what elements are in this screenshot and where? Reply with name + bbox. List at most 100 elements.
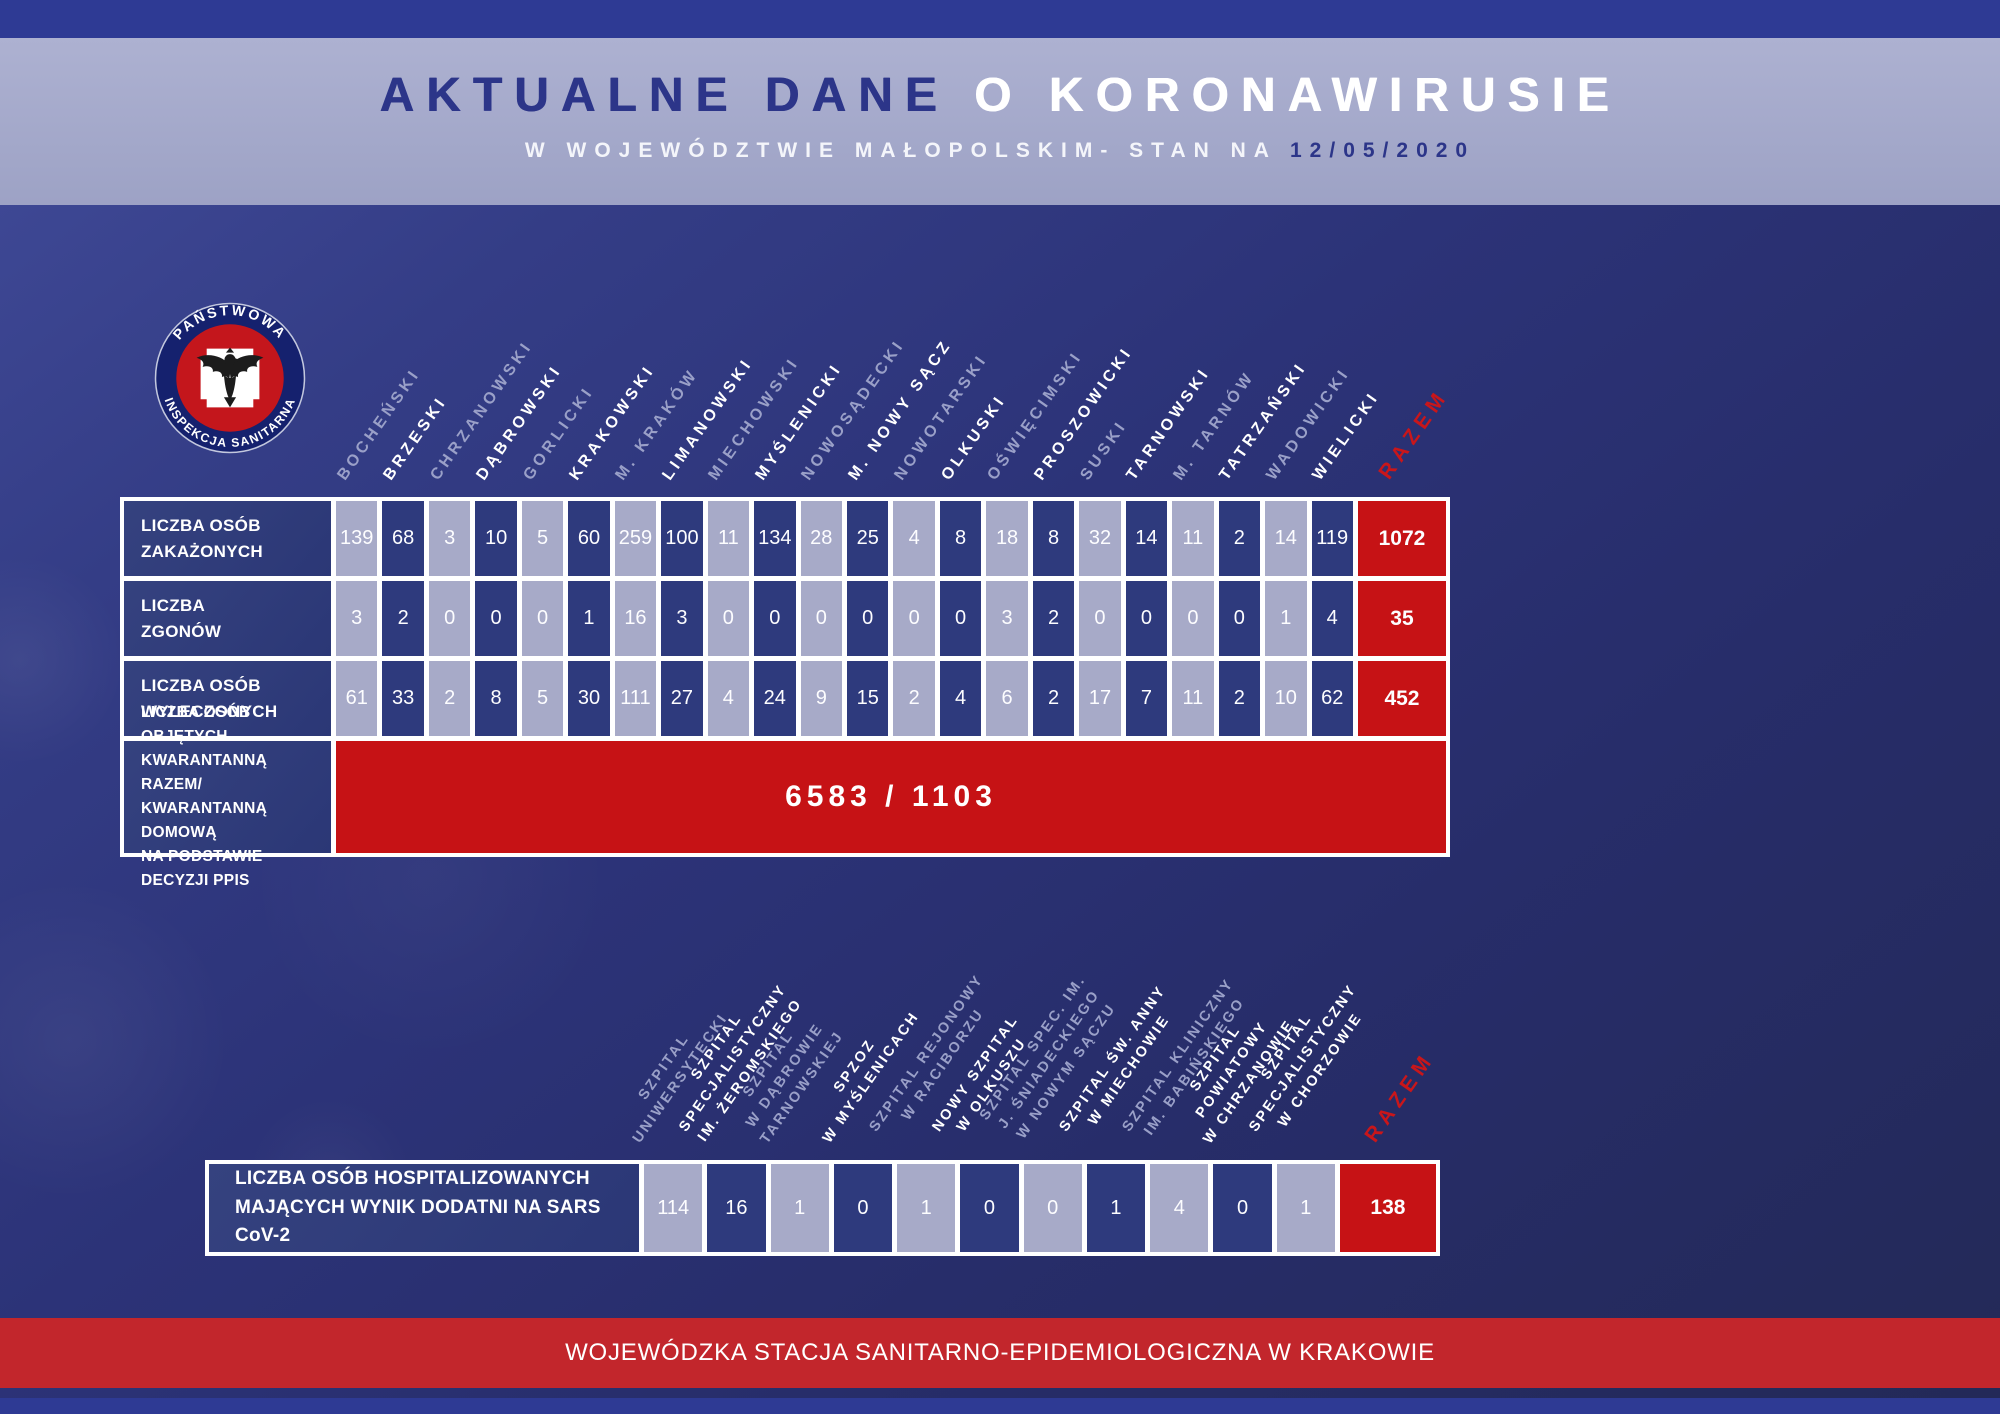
value-cell: 0: [754, 581, 796, 656]
row-label: LICZBA OSÓB HOSPITALIZOWANYCH MAJĄCYCH WY…: [209, 1164, 639, 1252]
value-cell: 3: [428, 501, 471, 576]
value-cell: 3: [661, 581, 703, 656]
value-cell: 28: [800, 501, 842, 576]
page-subtitle: W WOJEWÓDZTWIE MAŁOPOLSKIM- STAN NA 12/0…: [0, 139, 2000, 163]
hospitals-table: LICZBA OSÓB HOSPITALIZOWANYCH MAJĄCYCH WY…: [205, 1160, 1440, 1256]
value-cell: 1: [770, 1164, 829, 1252]
page-title: AKTUALNE DANE O KORONAWIRUSIE: [0, 68, 2000, 123]
value-cell: 25: [846, 501, 889, 576]
value-cell: 4: [707, 661, 750, 736]
report-date: 12/05/2020: [1290, 139, 1476, 162]
value-cell: 24: [754, 661, 796, 736]
value-cell: 32: [1079, 501, 1121, 576]
value-cell: 2: [1218, 501, 1261, 576]
footer-bar: WOJEWÓDZKA STACJA SANITARNO-EPIDEMIOLOGI…: [0, 1318, 2000, 1388]
value-cell: 4: [893, 501, 935, 576]
table-row: LICZBA OSÓB WYLECZONYCH 61 33 2 8 5 30 111 27 4 24 9…: [124, 661, 1446, 736]
value-cell: 0: [521, 581, 564, 656]
value-cell: 33: [382, 661, 424, 736]
value-cell: 5: [521, 501, 564, 576]
value-cell: 1: [1276, 1164, 1335, 1252]
footer-text: WOJEWÓDZKA STACJA SANITARNO-EPIDEMIOLOGI…: [565, 1339, 1435, 1366]
value-cell: 0: [475, 581, 517, 656]
razem-total-cell: 452: [1357, 661, 1446, 736]
razem-total-cell: 1072: [1357, 501, 1446, 576]
value-cell: 0: [1079, 581, 1121, 656]
value-cell: 114: [644, 1164, 703, 1252]
value-cell: 4: [1150, 1164, 1209, 1252]
value-cell: 1: [1086, 1164, 1146, 1252]
value-cell: 27: [661, 661, 703, 736]
value-cell: 2: [893, 661, 935, 736]
value-cell: 0: [1218, 581, 1261, 656]
value-cell: 9: [800, 661, 842, 736]
table-row: LICZBA OSÓB HOSPITALIZOWANYCH MAJĄCYCH WY…: [209, 1164, 1436, 1252]
value-cell: 1: [568, 581, 610, 656]
row-label: LICZBA ZGONÓW: [124, 581, 331, 656]
razem-total-cell: 138: [1339, 1164, 1436, 1252]
value-cell: 0: [1213, 1164, 1272, 1252]
value-cell: 62: [1311, 661, 1353, 736]
page-title-light: O KORONAWIRUSIE: [973, 69, 1621, 122]
razem-column-header: RAZEM: [1374, 384, 1454, 484]
value-cell: 139: [336, 501, 378, 576]
value-cell: 17: [1079, 661, 1121, 736]
value-cell: 14: [1125, 501, 1168, 576]
value-cell: 61: [336, 661, 378, 736]
value-cell: 134: [754, 501, 796, 576]
value-cell: 0: [1023, 1164, 1082, 1252]
row-label: LICZBA OSÓB ZAKAŻONYCH: [124, 501, 331, 576]
value-cell: 14: [1265, 501, 1307, 576]
value-cell: 4: [1311, 581, 1353, 656]
value-cell: 8: [939, 501, 982, 576]
value-cell: 60: [568, 501, 610, 576]
value-cell: 0: [939, 581, 982, 656]
value-cell: 2: [1032, 581, 1075, 656]
value-cell: 7: [1125, 661, 1168, 736]
header-band: AKTUALNE DANE O KORONAWIRUSIE W WOJEWÓDZ…: [0, 38, 2000, 205]
value-cell: 10: [475, 501, 517, 576]
value-cell: 0: [846, 581, 889, 656]
value-cell: 3: [986, 581, 1028, 656]
bottom-strip: [0, 1398, 2000, 1414]
value-cell: 10: [1265, 661, 1307, 736]
value-cell: 18: [986, 501, 1028, 576]
razem-column-header: RAZEM: [1360, 1047, 1440, 1147]
top-strip: [0, 0, 2000, 38]
subtitle-text: W WOJEWÓDZTWIE MAŁOPOLSKIM- STAN NA: [524, 139, 1277, 162]
value-cell: 0: [960, 1164, 1019, 1252]
eagle-emblem: [196, 347, 264, 408]
value-cell: 68: [382, 501, 424, 576]
razem-total-cell: 35: [1357, 581, 1446, 656]
value-cell: 1: [897, 1164, 956, 1252]
value-cell: 11: [1172, 501, 1214, 576]
page-title-dark: AKTUALNE DANE: [379, 69, 949, 122]
value-cell: 111: [614, 661, 657, 736]
value-cell: 8: [1032, 501, 1075, 576]
sanitary-inspection-logo: PAŃSTWOWA INSPEKCJA SANITARNA: [154, 302, 306, 454]
value-cell: 2: [1032, 661, 1075, 736]
table-row: LICZBA OSÓB ZAKAŻONYCH 139 68 3 10 5 60 259 100 11…: [124, 501, 1446, 576]
value-cell: 100: [661, 501, 703, 576]
row-label: LICZBA OSÓB WYLECZONYCH: [124, 661, 331, 736]
value-cell: 0: [1172, 581, 1214, 656]
quarantine-row: LICZBA OSÓB OBJĘTYCH KWARANTANNĄ RAZEM/KW…: [124, 704, 1446, 889]
value-cell: 8: [475, 661, 517, 736]
value-cell: 2: [428, 661, 471, 736]
value-cell: 0: [707, 581, 750, 656]
value-cell: 30: [568, 661, 610, 736]
value-cell: 2: [382, 581, 424, 656]
value-cell: 16: [707, 1164, 766, 1252]
table-row: LICZBA ZGONÓW 3 2 0 0 0 1 16 3 0 0 0 0 0 0 3 2 0 0 0 0 1 4 35: [124, 581, 1446, 656]
value-cell: 4: [939, 661, 982, 736]
value-cell: 11: [707, 501, 750, 576]
value-cell: 0: [1125, 581, 1168, 656]
row-label: LICZBA OSÓB OBJĘTYCH KWARANTANNĄ RAZEM/KW…: [124, 704, 331, 889]
value-cell: 16: [614, 581, 657, 656]
value-cell: 15: [846, 661, 889, 736]
value-cell: 0: [428, 581, 471, 656]
value-cell: 119: [1311, 501, 1353, 576]
value-cell: 1: [1265, 581, 1307, 656]
value-cell: 5: [521, 661, 564, 736]
